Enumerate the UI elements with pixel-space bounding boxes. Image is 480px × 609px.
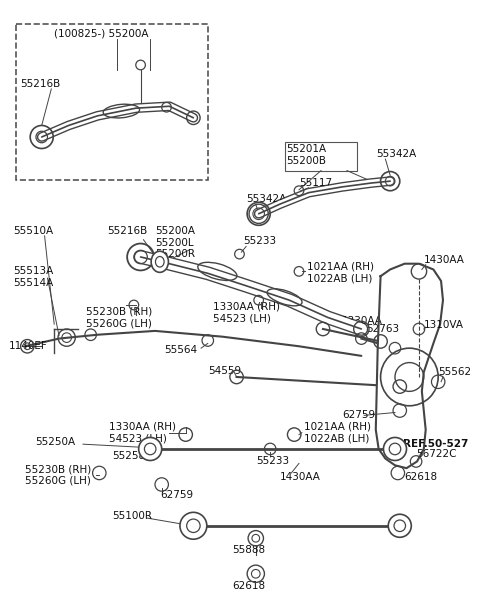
Text: 55216B: 55216B	[107, 226, 147, 236]
Circle shape	[384, 437, 407, 460]
Text: 55200L: 55200L	[155, 238, 193, 248]
Text: 55510A: 55510A	[13, 226, 53, 236]
Text: 55230B (RH): 55230B (RH)	[86, 307, 152, 317]
Text: 55216B: 55216B	[21, 79, 61, 89]
Text: 56722C: 56722C	[416, 449, 456, 459]
Text: 1310VA: 1310VA	[424, 320, 464, 330]
Bar	[16, 24, 208, 180]
Circle shape	[139, 437, 162, 460]
Text: 55233: 55233	[243, 236, 276, 245]
Text: 55562: 55562	[438, 367, 471, 377]
Text: 54523 (LH): 54523 (LH)	[109, 434, 167, 443]
Text: 62618: 62618	[232, 581, 265, 591]
Text: 1330AA (RH): 1330AA (RH)	[109, 422, 176, 432]
Ellipse shape	[156, 256, 164, 267]
Text: 55100R: 55100R	[112, 511, 152, 521]
Text: 1021AA (RH): 1021AA (RH)	[304, 422, 371, 432]
Text: 55260G (LH): 55260G (LH)	[25, 476, 91, 485]
Text: 55342A: 55342A	[376, 149, 416, 160]
Bar	[285, 142, 357, 171]
Text: 55201A: 55201A	[287, 144, 326, 153]
Text: 1022AB (LH): 1022AB (LH)	[307, 273, 372, 283]
Text: (100825-) 55200A: (100825-) 55200A	[54, 28, 149, 38]
Text: 55117: 55117	[299, 178, 332, 188]
Ellipse shape	[151, 252, 168, 272]
Text: 52763: 52763	[366, 324, 399, 334]
Circle shape	[388, 514, 411, 537]
Text: 55513A: 55513A	[13, 266, 53, 276]
Text: 62618: 62618	[405, 472, 438, 482]
Text: 1021AA (RH): 1021AA (RH)	[307, 262, 373, 272]
Circle shape	[180, 512, 207, 539]
Text: 54523 (LH): 54523 (LH)	[213, 314, 270, 323]
Text: 55260G (LH): 55260G (LH)	[86, 319, 152, 328]
Polygon shape	[376, 264, 443, 468]
Text: 62759: 62759	[160, 490, 193, 500]
Text: REF.50-527: REF.50-527	[403, 439, 468, 449]
Text: 55250A: 55250A	[35, 437, 75, 447]
Text: 1022AB (LH): 1022AB (LH)	[304, 434, 369, 443]
Text: 55200R: 55200R	[155, 249, 195, 259]
Text: 55230B (RH): 55230B (RH)	[25, 464, 92, 474]
Text: 55233: 55233	[256, 457, 289, 466]
Text: 54559: 54559	[208, 366, 241, 376]
Text: 1430AA: 1430AA	[280, 472, 321, 482]
Text: 55888: 55888	[232, 545, 265, 555]
Text: 55200A: 55200A	[155, 226, 195, 236]
Text: 55200B: 55200B	[287, 156, 326, 166]
Text: 1330AA: 1330AA	[342, 316, 383, 326]
Text: 55514A: 55514A	[13, 278, 53, 288]
Text: 55564: 55564	[165, 345, 198, 355]
Text: 62759: 62759	[342, 410, 375, 420]
Text: 1330AA (RH): 1330AA (RH)	[213, 302, 279, 312]
Text: 55342A: 55342A	[246, 194, 287, 205]
Text: 1430AA: 1430AA	[424, 255, 465, 265]
Text: 1140EF: 1140EF	[9, 341, 48, 351]
Text: 55258: 55258	[112, 451, 145, 460]
